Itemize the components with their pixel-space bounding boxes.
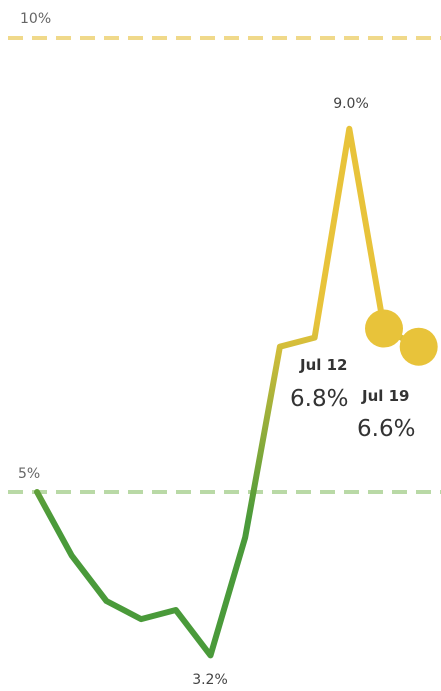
highlight-date-jul19: Jul 19 (361, 387, 410, 405)
highlight-date-jul12: Jul 12 (299, 356, 348, 374)
highlight-point-jul19[interactable] (399, 327, 438, 366)
highlight-value-jul19: 6.6% (357, 416, 415, 442)
reference-lines: 10% 5% (8, 11, 441, 494)
data-point[interactable] (103, 598, 109, 604)
highlight-point-jul12[interactable] (365, 309, 403, 348)
data-point[interactable] (242, 534, 248, 540)
data-point[interactable] (173, 607, 179, 613)
highlight-jul19: Jul 19 6.6% (357, 327, 438, 442)
data-point[interactable] (34, 489, 40, 495)
max-value-label: 9.0% (333, 96, 369, 112)
data-point[interactable] (312, 335, 318, 341)
highlight-value-jul12: 6.8% (290, 386, 348, 412)
data-point[interactable] (69, 553, 75, 559)
reference-label-10: 10% (20, 11, 51, 27)
reference-label-5: 5% (18, 466, 40, 482)
data-point[interactable] (208, 652, 214, 658)
series-line (34, 125, 422, 659)
data-point[interactable] (138, 616, 144, 622)
data-point[interactable] (277, 344, 283, 350)
highlight-jul12: Jul 12 6.8% (290, 309, 403, 412)
min-value-label: 3.2% (192, 672, 228, 688)
data-point[interactable] (346, 126, 352, 132)
